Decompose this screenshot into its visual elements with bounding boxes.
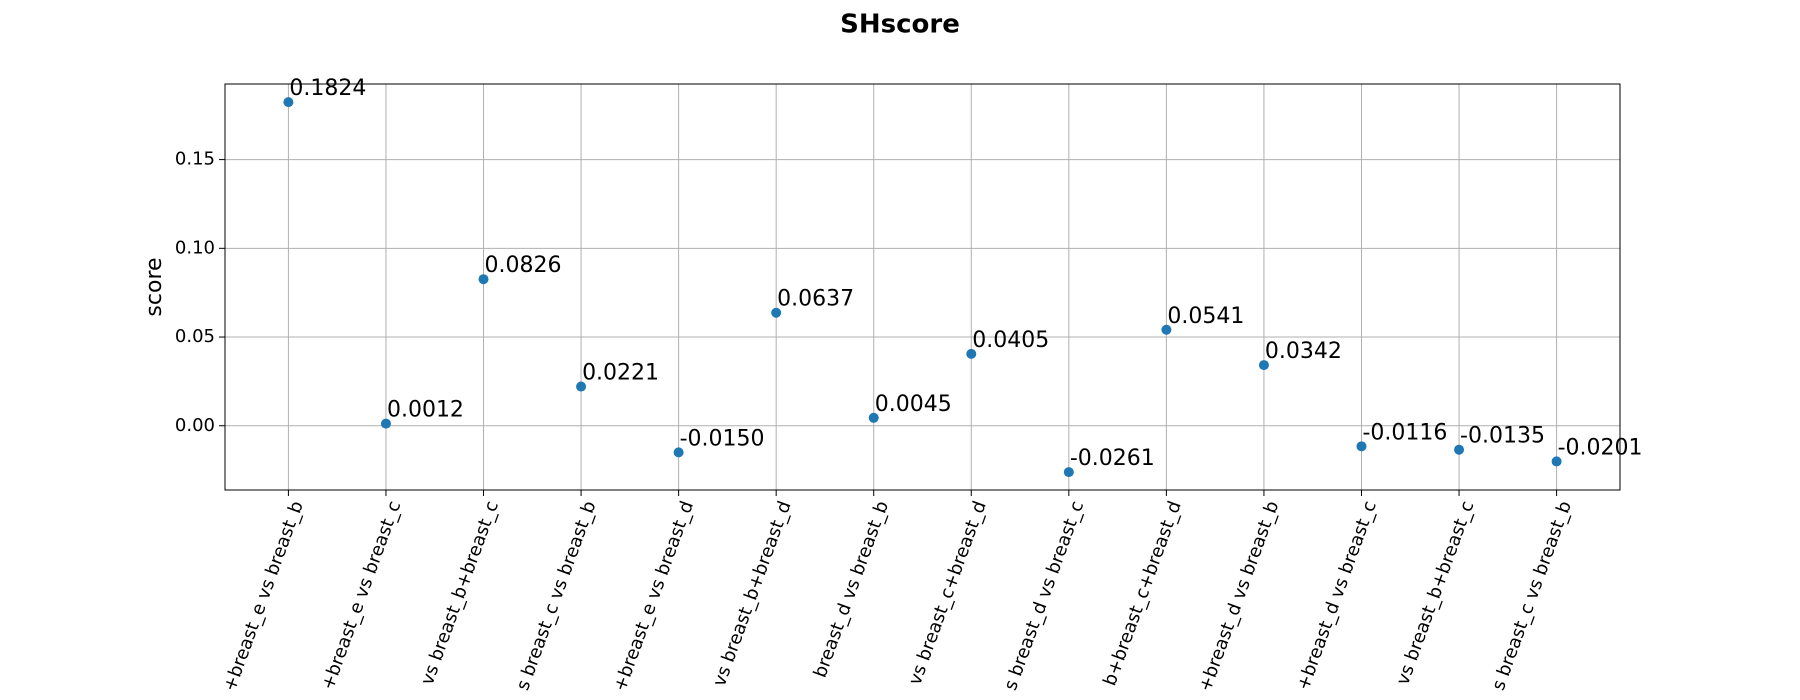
point (576, 381, 587, 392)
point (283, 97, 294, 108)
value-label: 0.0342 (1265, 339, 1342, 364)
value-label: 0.0541 (1167, 304, 1244, 329)
point (1454, 444, 1465, 455)
value-label: 0.0405 (972, 328, 1049, 353)
x-tick-label: +breast_d vs breast_c (1293, 498, 1381, 693)
y-axis-label: score (142, 257, 167, 316)
point (1258, 360, 1269, 371)
point (1356, 441, 1367, 452)
value-label: -0.0116 (1362, 420, 1447, 445)
x-tick-label: breast_d vs breast_b (810, 498, 893, 680)
value-label: -0.0135 (1460, 424, 1545, 449)
x-tick-label: +breast_e vs breast_d (610, 498, 698, 694)
x-tick-label: s breast_c vs breast_b (1488, 498, 1576, 693)
plot-frame (224, 83, 1621, 491)
x-tick-label: vs breast_b+breast_c (417, 498, 503, 688)
value-label: 0.0045 (875, 392, 952, 417)
point (673, 447, 684, 458)
x-tick-label: s breast_c vs breast_b (512, 498, 600, 693)
x-tick-label: b+breast_c+breast_d (1099, 498, 1185, 688)
value-label: -0.0261 (1070, 446, 1155, 471)
point (478, 274, 489, 285)
point (771, 307, 782, 318)
y-tick-label: 0.10 (175, 237, 215, 258)
value-label: -0.0201 (1558, 435, 1643, 460)
x-tick-label: +breast_d vs breast_b (1195, 498, 1284, 694)
x-tick-label: s breast_d vs breast_c (1000, 498, 1088, 693)
value-label: 0.0012 (387, 398, 464, 423)
point (966, 348, 977, 359)
value-label: -0.0150 (680, 426, 765, 451)
x-tick-label: vs breast_b+breast_c (1392, 498, 1478, 688)
value-label: 0.1824 (289, 76, 366, 101)
y-tick-label: 0.05 (175, 326, 215, 347)
x-tick-label: +breast_e vs breast_c (317, 498, 405, 693)
value-label: 0.0826 (485, 253, 562, 278)
point (1551, 456, 1562, 467)
y-tick-label: 0.15 (175, 149, 215, 170)
point (868, 412, 879, 423)
y-tick-label: 0.00 (175, 415, 215, 436)
value-label: 0.0221 (582, 361, 659, 386)
point (1161, 324, 1172, 335)
value-label: 0.0637 (777, 287, 854, 312)
point (1063, 467, 1074, 478)
x-tick-label: vs breast_c+breast_d (905, 498, 991, 688)
chart-title: SHscore (840, 10, 960, 40)
x-tick-label: +breast_e vs breast_b (219, 498, 307, 694)
point (380, 418, 391, 429)
x-tick-label: vs breast_b+breast_d (709, 498, 796, 689)
